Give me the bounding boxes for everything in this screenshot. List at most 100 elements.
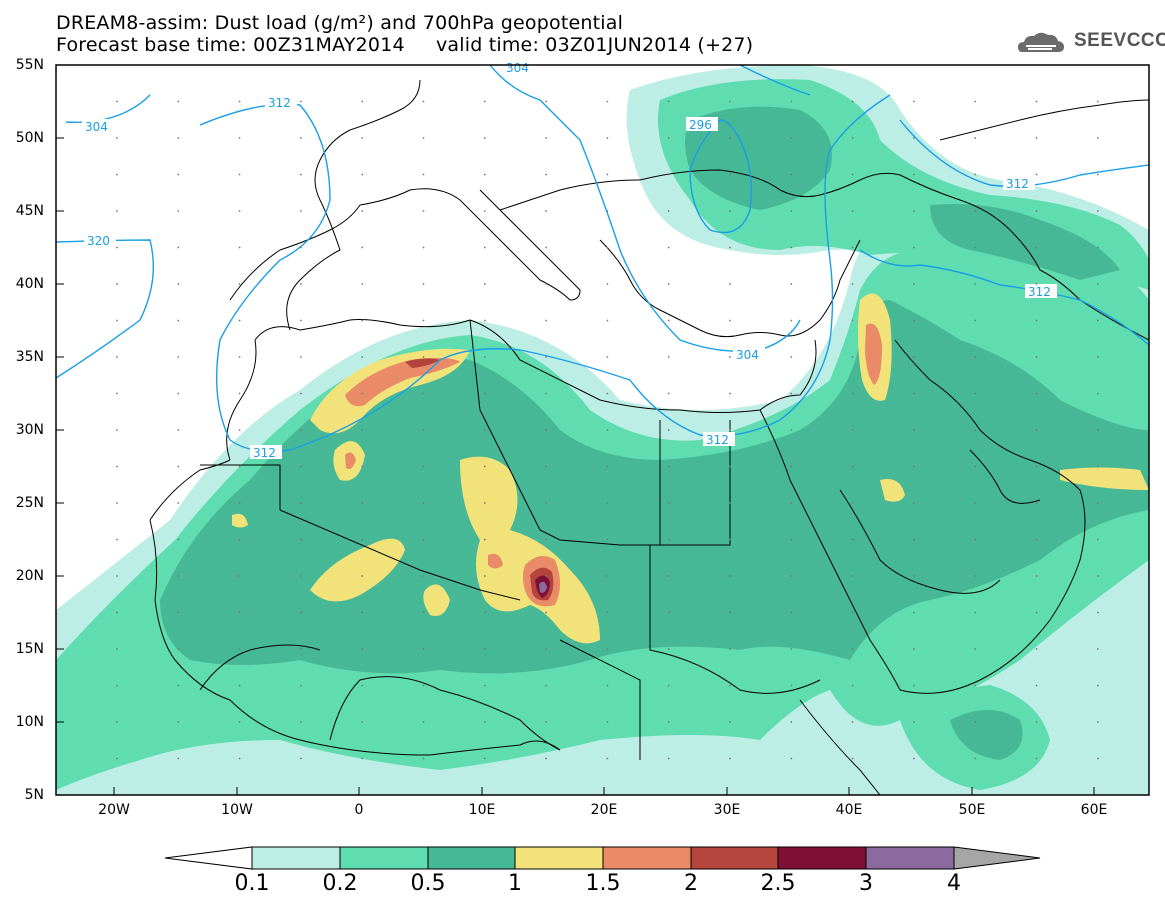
grid-dot	[422, 611, 425, 614]
grid-dot	[238, 246, 241, 249]
grid-dot	[1096, 757, 1099, 760]
grid-dot	[545, 173, 547, 176]
colorbar-label: 4	[947, 871, 961, 896]
colorbar-label: 0.2	[322, 871, 358, 896]
grid-dot	[667, 502, 670, 504]
grid-dot	[974, 356, 977, 358]
grid-dot	[913, 538, 915, 541]
grid-dot	[729, 356, 731, 358]
dust-band-3	[539, 581, 547, 593]
grid-dot	[851, 246, 854, 249]
grid-dot	[974, 502, 977, 504]
grid-dot	[974, 611, 977, 614]
grid-dot	[667, 392, 670, 395]
grid-dot	[361, 611, 364, 614]
grid-dot	[606, 210, 609, 212]
grid-dot	[851, 611, 854, 614]
grid-dot	[974, 246, 977, 249]
grid-dot	[116, 429, 118, 431]
grid-dot	[851, 319, 854, 322]
grid-dot	[729, 283, 731, 285]
grid-dot	[790, 246, 793, 249]
grid-dot	[974, 173, 977, 176]
grid-dot	[913, 210, 915, 212]
grid-dot	[851, 210, 854, 212]
lat-label: 15N	[15, 641, 44, 657]
dust-band-0.5	[160, 106, 1149, 760]
grid-dot	[177, 283, 180, 285]
contour-label: 312	[706, 433, 729, 447]
grid-dot	[667, 356, 670, 358]
grid-dot	[667, 137, 670, 139]
grid-dot	[667, 283, 670, 285]
grid-dot	[974, 429, 977, 431]
grid-dot	[606, 684, 609, 687]
grid-dot	[851, 757, 854, 760]
grid-dot	[361, 721, 364, 723]
grid-dot	[116, 465, 118, 468]
grid-dot	[1035, 611, 1038, 614]
grid-dot	[361, 392, 364, 395]
grid-dot	[116, 210, 118, 212]
grid-dot	[177, 611, 180, 614]
grid-dot	[545, 319, 547, 322]
grid-dot	[790, 100, 793, 103]
grid-dot	[667, 648, 670, 650]
grid-dot	[667, 538, 670, 541]
contour-label: 312	[1006, 177, 1029, 191]
grid-dot	[361, 502, 364, 504]
grid-dot	[116, 319, 118, 322]
grid-dot	[545, 538, 547, 541]
lon-label: 50E	[958, 802, 986, 818]
grid-dot	[729, 648, 731, 650]
grid-dot	[116, 502, 118, 504]
grid-dot	[790, 356, 793, 358]
grid-dot	[300, 356, 302, 358]
grid-dot	[177, 392, 180, 395]
lon-label: 10W	[221, 802, 253, 818]
grid-dot	[545, 465, 547, 468]
grid-dot	[238, 137, 241, 139]
grid-dot	[1035, 502, 1038, 504]
grid-dot	[361, 137, 364, 139]
grid-dot	[1096, 137, 1099, 139]
grid-dot	[422, 465, 425, 468]
grid-dot	[606, 319, 609, 322]
grid-dot	[300, 757, 302, 760]
grid-dot	[361, 429, 364, 431]
grid-dot	[1096, 210, 1099, 212]
grid-dot	[974, 465, 977, 468]
grid-dot	[116, 137, 118, 139]
grid-dot	[422, 173, 425, 176]
grid-dot	[729, 721, 731, 723]
grid-dot	[116, 356, 118, 358]
grid-dot	[300, 502, 302, 504]
grid-dot	[974, 137, 977, 139]
grid-dot	[177, 721, 180, 723]
grid-dot	[606, 575, 609, 577]
grid-dot	[790, 173, 793, 176]
grid-dot	[729, 210, 731, 212]
grid-dot	[238, 100, 241, 103]
grid-dot	[1035, 757, 1038, 760]
grid-dot	[361, 757, 364, 760]
grid-dot	[729, 173, 731, 176]
grid-dot	[422, 392, 425, 395]
grid-dot	[1096, 502, 1099, 504]
grid-dot	[974, 648, 977, 650]
grid-dot	[483, 575, 486, 577]
grid-dot	[422, 429, 425, 431]
grid-dot	[913, 611, 915, 614]
lon-label: 40E	[835, 802, 863, 818]
grid-dot	[361, 246, 364, 249]
grid-dot	[851, 137, 854, 139]
contour-label: 304	[736, 348, 759, 362]
grid-dot	[483, 283, 486, 285]
colorbar-label: 3	[859, 871, 873, 896]
grid-dot	[1096, 611, 1099, 614]
grid-dot	[116, 392, 118, 395]
grid-dot	[851, 684, 854, 687]
grid-dot	[1096, 283, 1099, 285]
grid-dot	[483, 502, 486, 504]
